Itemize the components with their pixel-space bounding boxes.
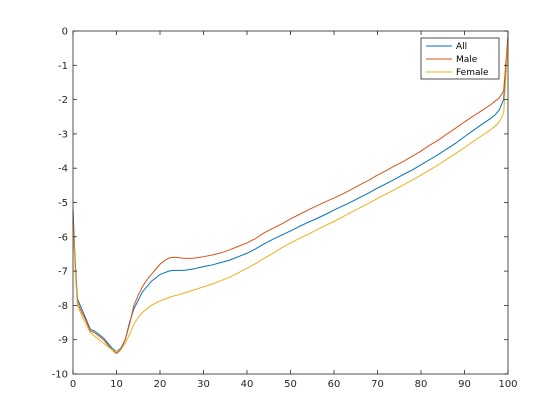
x-tick-label: 30 [197,379,210,390]
x-tick-label: 80 [415,379,428,390]
x-tick-label: 0 [70,379,76,390]
x-tick-label: 70 [371,379,384,390]
y-tick-label: -4 [58,164,68,175]
y-tick-label: -9 [58,335,68,346]
x-tick-label: 10 [110,379,123,390]
series-line-all [72,37,509,353]
y-tick-label: 0 [62,27,68,38]
legend-label-female: Female [456,68,489,78]
x-tick-label: 50 [284,379,297,390]
x-tick-label: 20 [154,379,167,390]
series-layer [72,35,509,354]
x-tick-label: 100 [498,379,517,390]
y-tick-label: -1 [58,61,68,72]
legend-label-male: Male [456,55,478,65]
y-tick-label: -3 [58,129,68,140]
series-line-female [72,41,509,353]
y-tick-label: -6 [58,232,68,243]
y-tick-label: -2 [58,95,68,106]
plot-area [73,31,508,374]
y-tick-label: -10 [52,370,68,381]
legend: All Male Female [420,37,500,80]
y-tick-label: -7 [58,267,68,278]
x-tick-label: 40 [241,379,254,390]
y-tick-label: -8 [58,301,68,312]
y-tick-label: -5 [58,198,68,209]
series-line-male [72,35,509,354]
tick-layer: 0 10 20 30 40 50 60 70 80 90 100 0 -1 -2 -3 -4 -5 -6 -7 -8 -… [52,27,518,391]
x-tick-label: 60 [328,379,341,390]
x-tick-label: 90 [458,379,471,390]
legend-label-all: All [456,42,467,52]
